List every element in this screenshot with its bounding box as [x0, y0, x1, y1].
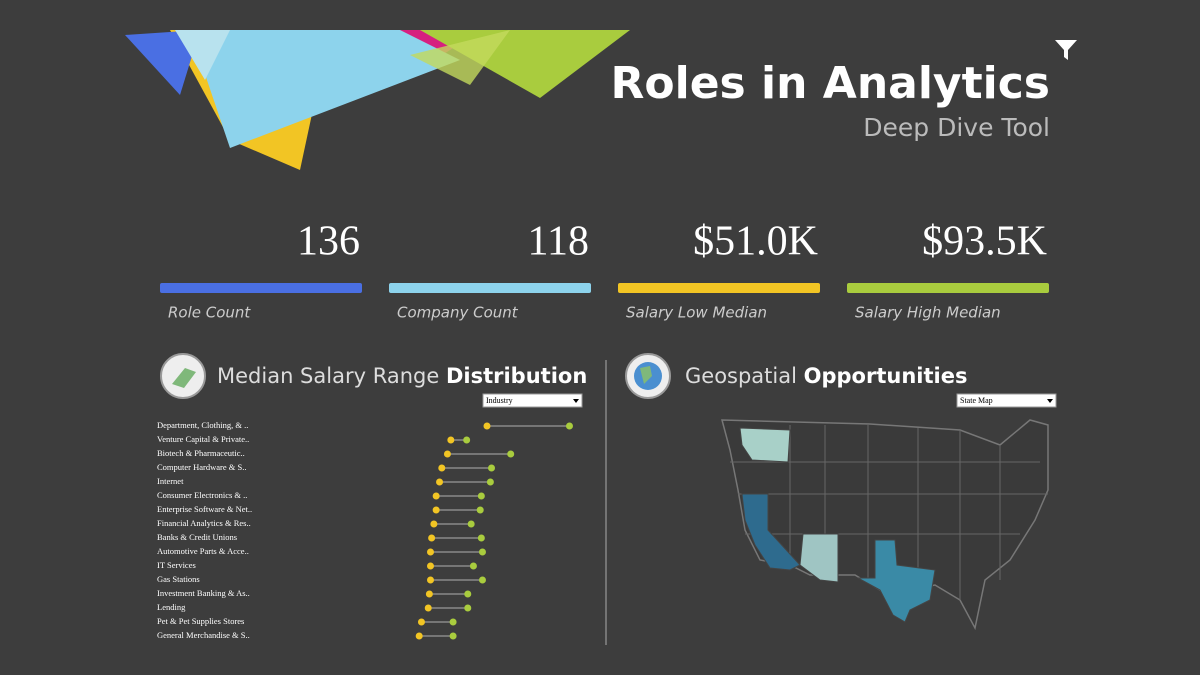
low-dot	[426, 576, 434, 584]
low-dot	[426, 548, 434, 556]
low-dot	[483, 422, 491, 430]
kpi-bar	[160, 283, 362, 293]
category-label: Pet & Pet Supplies Stores	[157, 616, 244, 626]
low-dot	[432, 506, 440, 514]
low-dot	[443, 450, 451, 458]
category-label: Financial Analytics & Res..	[157, 518, 251, 528]
subtitle: Deep Dive Tool	[863, 113, 1050, 142]
low-dot	[428, 534, 436, 542]
section-title: Geospatial Opportunities	[685, 364, 967, 388]
kpi-value: $51.0K	[693, 219, 818, 265]
category-label: Computer Hardware & S..	[157, 462, 246, 472]
high-dot	[449, 618, 457, 626]
salary-chart: Department, Clothing, & .. Venture Capita…	[157, 420, 573, 640]
section-title-bold: Distribution	[446, 364, 587, 388]
category-label: Banks & Credit Unions	[157, 532, 237, 542]
category-label: Internet	[157, 476, 184, 486]
category-label: Automotive Parts & Acce..	[157, 546, 249, 556]
low-dot	[438, 464, 446, 472]
low-dot	[425, 590, 433, 598]
high-dot	[463, 436, 471, 444]
section-title-light: Median Salary Range	[217, 364, 439, 388]
category-label: Investment Banking & As..	[157, 588, 250, 598]
high-dot	[464, 604, 472, 612]
category-label: Consumer Electronics & ..	[157, 490, 247, 500]
high-dot	[486, 478, 494, 486]
kpi-value: 118	[528, 219, 589, 265]
dropdown-arrow	[573, 399, 579, 403]
filter-icon[interactable]	[1055, 40, 1077, 60]
dropdown[interactable]	[956, 393, 1057, 408]
dropdown[interactable]	[482, 393, 583, 408]
category-label: Gas Stations	[157, 574, 200, 584]
category-label: Department, Clothing, & ..	[157, 420, 248, 430]
high-dot	[477, 534, 485, 542]
low-dot	[415, 632, 423, 640]
low-dot	[436, 478, 444, 486]
high-dot	[467, 520, 475, 528]
high-dot	[565, 422, 573, 430]
low-dot	[424, 604, 432, 612]
kpi-label: Salary Low Median	[626, 304, 767, 322]
category-label: IT Services	[157, 560, 196, 570]
high-dot	[464, 590, 472, 598]
us-map	[721, 419, 1049, 631]
dropdown-label: Industry	[486, 396, 513, 405]
high-dot	[478, 548, 486, 556]
kpi-value: 136	[297, 219, 360, 265]
kpi-bar	[847, 283, 1049, 293]
category-label: Enterprise Software & Net..	[157, 504, 252, 514]
logo-art	[125, 30, 630, 170]
dropdown-label: State Map	[960, 396, 993, 405]
kpi-value: $93.5K	[922, 219, 1047, 265]
low-dot	[447, 436, 455, 444]
category-label: General Merchandise & S..	[157, 630, 250, 640]
high-dot	[476, 506, 484, 514]
category-label: Lending	[157, 602, 186, 612]
section-title-bold: Opportunities	[804, 364, 968, 388]
kpi-label: Salary High Median	[855, 304, 1001, 322]
high-dot	[449, 632, 457, 640]
low-dot	[432, 492, 440, 500]
low-dot	[426, 562, 434, 570]
high-dot	[477, 492, 485, 500]
kpi-label: Role Count	[168, 304, 251, 322]
high-dot	[469, 562, 477, 570]
kpi-row: 136 Role Count 118 Company Count $51.0K Salar…	[160, 219, 1049, 322]
high-dot	[488, 464, 496, 472]
high-dot	[478, 576, 486, 584]
low-dot	[430, 520, 438, 528]
category-label: Venture Capital & Private..	[157, 434, 249, 444]
kpi-bar	[618, 283, 820, 293]
low-dot	[417, 618, 425, 626]
salary-icon-glyph	[172, 368, 196, 388]
dropdown-arrow	[1047, 399, 1053, 403]
kpi-bar	[389, 283, 591, 293]
section-title: Median Salary Range Distribution	[217, 364, 587, 388]
category-label: Biotech & Pharmaceutic..	[157, 448, 245, 458]
geo-icon-land	[640, 366, 652, 384]
title: Roles in Analytics	[611, 58, 1050, 109]
kpi-label: Company Count	[397, 304, 519, 322]
section-title-light: Geospatial	[685, 364, 797, 388]
high-dot	[507, 450, 515, 458]
